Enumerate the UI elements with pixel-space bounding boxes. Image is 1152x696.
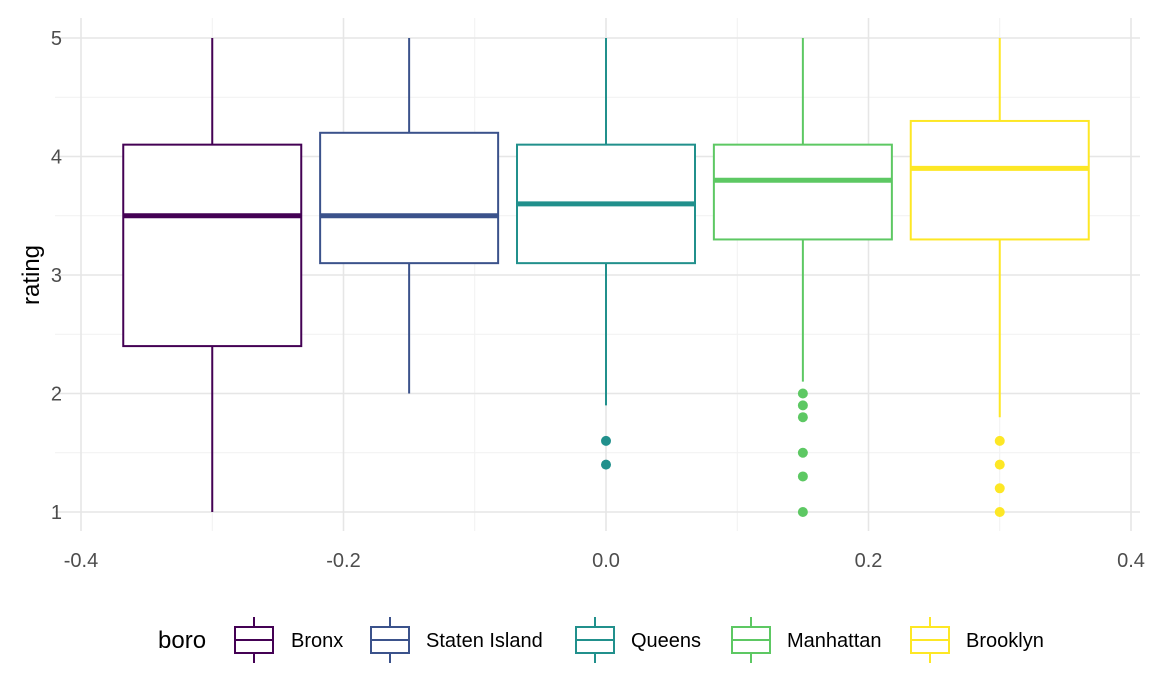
box-iqr [712, 143, 893, 241]
x-tick-label: -0.2 [326, 550, 360, 572]
outlier-point [994, 483, 1005, 494]
outlier-point [797, 412, 808, 423]
legend-title: boro [158, 627, 206, 654]
y-tick-label: 5 [51, 28, 62, 50]
y-tick-label: 4 [51, 147, 62, 169]
outlier-point [797, 388, 808, 399]
box-bronx [122, 38, 303, 512]
legend: boro Bronx Staten Island Queens Manhattan Br… [158, 617, 1044, 663]
legend-item-bronx: Bronx [234, 617, 343, 663]
legend-item-queens: Queens [575, 617, 701, 663]
box-queens [516, 38, 696, 470]
box-brooklyn [909, 38, 1090, 517]
box-iqr [319, 131, 500, 265]
outlier-point [797, 471, 808, 482]
axis-layer: rating 1 2 3 4 5 -0.4 -0.2 0.0 0.2 0.4 [18, 28, 1145, 572]
y-tick-label: 3 [51, 265, 62, 287]
legend-item-staten-island: Staten Island [370, 617, 543, 663]
y-axis-title: rating [18, 245, 45, 305]
data-layer [122, 38, 1090, 517]
x-tick-label: 0.0 [592, 550, 620, 572]
x-tick-label: 0.4 [1117, 550, 1145, 572]
x-tick-label: -0.4 [64, 550, 98, 572]
outlier-point [994, 435, 1005, 446]
legend-label: Brooklyn [966, 630, 1044, 652]
y-tick-label: 2 [51, 384, 62, 406]
box-manhattan [712, 38, 893, 517]
box-staten-island [319, 38, 500, 394]
outlier-point [797, 507, 808, 517]
outlier-point [797, 400, 808, 411]
x-tick-label: 0.2 [855, 550, 883, 572]
outlier-point [601, 435, 611, 446]
outlier-point [994, 507, 1005, 517]
y-tick-label: 1 [51, 502, 62, 524]
legend-item-brooklyn: Brooklyn [910, 617, 1044, 663]
legend-label: Staten Island [426, 630, 543, 652]
box-iqr [909, 119, 1090, 241]
outlier-point [994, 459, 1005, 470]
outlier-point [797, 447, 808, 458]
legend-label: Bronx [291, 630, 343, 652]
legend-item-manhattan: Manhattan [731, 617, 882, 663]
box-iqr [122, 143, 303, 348]
legend-label: Queens [631, 630, 701, 652]
legend-label: Manhattan [787, 630, 882, 652]
outlier-point [601, 459, 611, 470]
